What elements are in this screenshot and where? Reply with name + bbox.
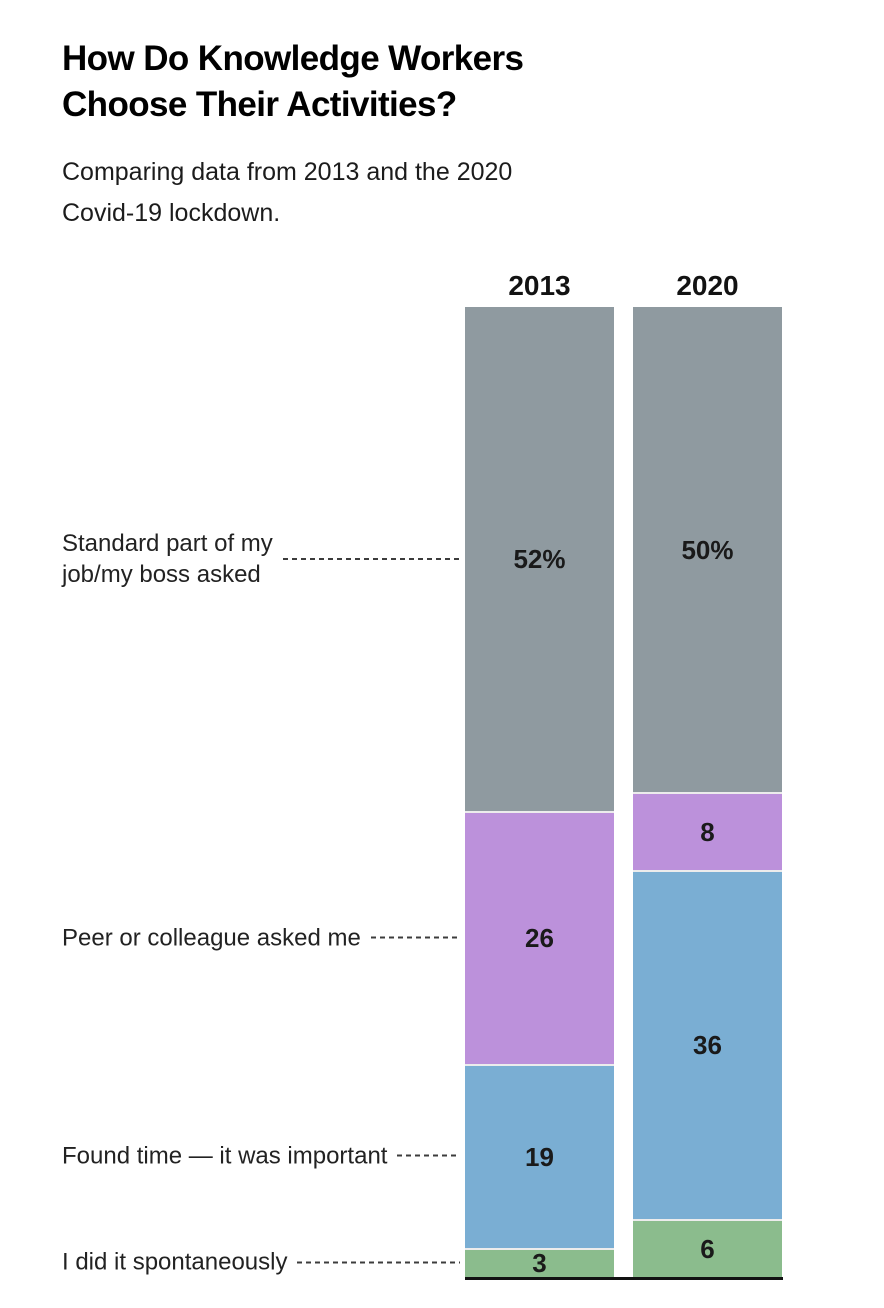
- bar-segment: 6: [633, 1218, 782, 1277]
- bar-segment: 36: [633, 869, 782, 1219]
- axis-baseline: [465, 1277, 783, 1280]
- segment-value-label: 19: [525, 1141, 554, 1172]
- category-label: Found time — it was important: [62, 1142, 388, 1170]
- leader-line: [282, 558, 460, 561]
- category-label-row: Peer or colleague asked me: [62, 922, 465, 953]
- column-header-2013: 2013: [508, 270, 571, 301]
- segment-value-label: 8: [700, 816, 715, 847]
- bar-segment: 26: [465, 811, 614, 1064]
- leader-line: [397, 1154, 460, 1157]
- category-label: Standard part of my job/my boss asked: [62, 530, 273, 589]
- leader-line: [297, 1261, 460, 1264]
- segment-value-label: 52%: [513, 544, 566, 575]
- column-header-2020: 2020: [676, 270, 739, 301]
- bar-segment: 3: [465, 1247, 614, 1279]
- segment-value-label: 26: [525, 923, 554, 954]
- segment-value-label: 3: [532, 1248, 547, 1279]
- chart-subtitle: Comparing data from 2013 and the 2020 Co…: [62, 158, 513, 227]
- category-label-row: I did it spontaneously: [62, 1247, 465, 1278]
- bar-segment: 8: [633, 792, 782, 870]
- bar-segment: 19: [465, 1063, 614, 1248]
- category-label: I did it spontaneously: [62, 1248, 288, 1276]
- segment-value-label: 36: [693, 1030, 722, 1061]
- bar-segment: 50%: [633, 307, 782, 792]
- category-label-row: Standard part of my job/my boss asked: [62, 528, 465, 590]
- bar-segment: 52%: [465, 307, 614, 812]
- category-label: Peer or colleague asked me: [62, 924, 361, 951]
- segment-value-label: 50%: [681, 534, 734, 565]
- segment-value-label: 6: [700, 1233, 715, 1264]
- leader-line: [370, 936, 460, 939]
- chart-title: How Do Knowledge Workers Choose Their Ac…: [62, 39, 524, 124]
- category-label-row: Found time — it was important: [62, 1140, 465, 1171]
